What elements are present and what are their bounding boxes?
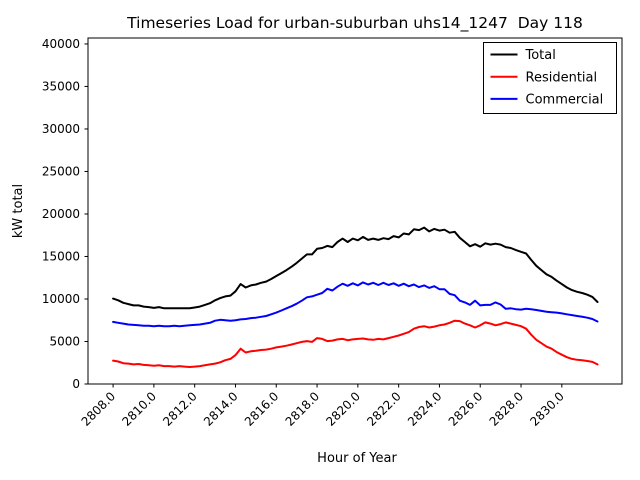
y-tick-label: 10000 [42,292,80,306]
legend-box [483,42,617,114]
x-tick-label: 2824.0 [405,389,445,429]
y-tick-label: 0 [72,377,80,391]
legend-label-commercial: Commercial [526,93,604,108]
x-tick-label: 2812.0 [160,389,200,429]
y-axis-label: kW total [11,184,26,238]
y-tick-label: 25000 [42,165,80,179]
series-line-total [112,226,599,310]
y-tick-label: 30000 [42,122,80,136]
y-tick-label: 15000 [42,250,80,264]
x-tick-label: 2818.0 [283,389,323,429]
y-tick-label: 40000 [42,37,80,51]
series-line-residential [112,319,599,368]
x-axis-label: Hour of Year [317,451,397,466]
series-line-commercial [112,281,599,328]
x-tick-label: 2814.0 [201,389,241,429]
x-tick-label: 2810.0 [119,389,159,429]
axes-frame [87,37,623,385]
x-tick-label: 2822.0 [364,389,404,429]
x-tick-label: 2808.0 [79,389,119,429]
y-tick-label: 5000 [49,335,80,349]
x-tick-label: 2828.0 [487,389,527,429]
legend-label-total: Total [525,48,556,63]
x-tick-label: 2816.0 [242,389,282,429]
x-tick-label: 2820.0 [323,389,363,429]
x-tick-label: 2826.0 [446,389,486,429]
x-tick-label: 2830.0 [527,389,567,429]
legend-label-residential: Residential [526,70,598,85]
chart-title: Timeseries Load for urban-suburban uhs14… [126,14,583,33]
y-tick-label: 20000 [42,207,80,221]
y-tick-label: 35000 [42,80,80,94]
chart-generated-layer: 0 5000 10000 15000 20000 25000 30000 35000 40000… [42,37,623,429]
